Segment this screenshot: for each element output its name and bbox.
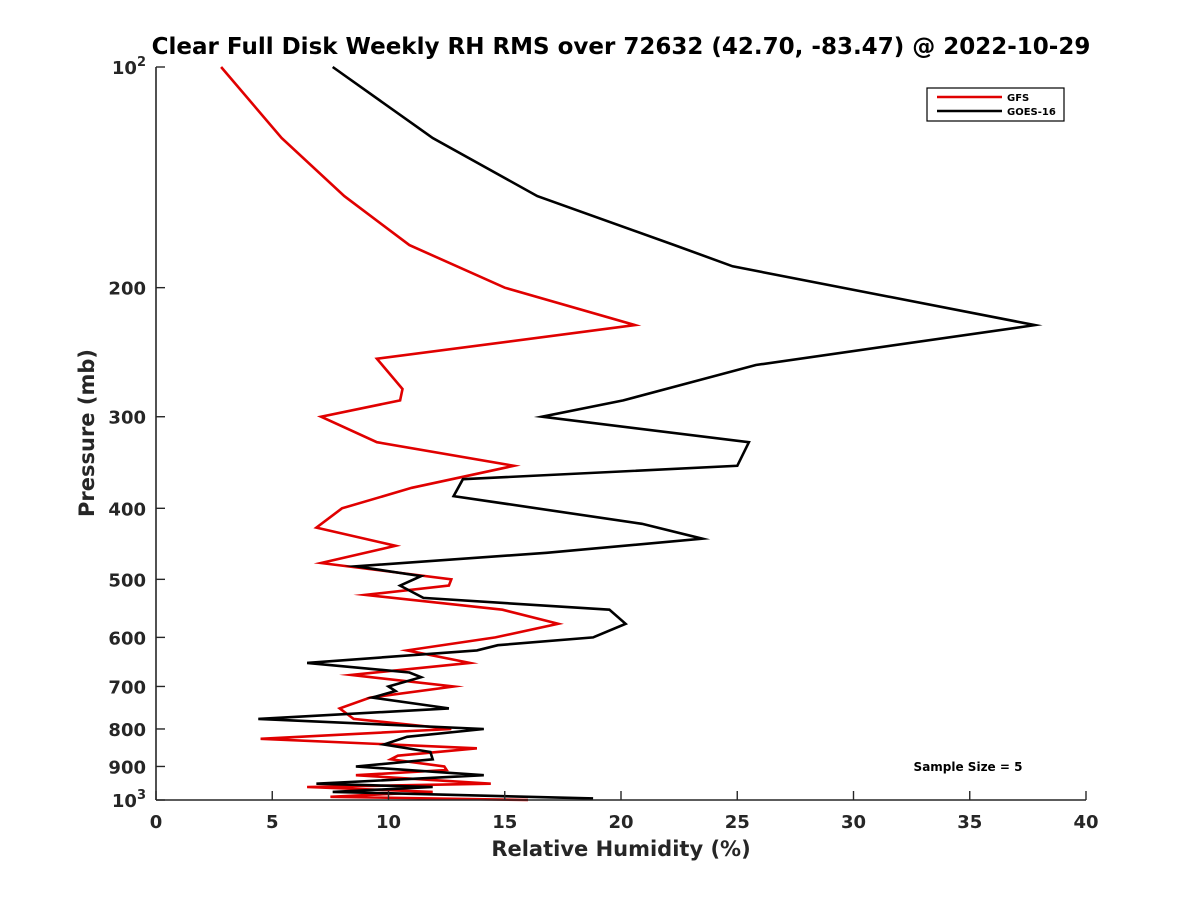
plot-area (156, 67, 1086, 800)
x-tick-label: 15 (492, 812, 517, 833)
x-tick-label: 40 (1073, 812, 1098, 833)
x-tick-label: 35 (957, 812, 982, 833)
x-tick-label: 25 (725, 812, 750, 833)
y-tick-label: 300 (108, 408, 146, 429)
legend-label: GFS (1007, 93, 1029, 104)
x-tick-label: 0 (150, 812, 163, 833)
x-axis-label: Relative Humidity (%) (491, 837, 750, 861)
y-tick-label: 900 (108, 757, 146, 778)
legend-label: GOES-16 (1007, 107, 1056, 118)
legend: GFS GOES-16 (927, 88, 1064, 121)
x-tick-label: 10 (376, 812, 401, 833)
x-tick-label: 5 (266, 812, 279, 833)
y-tick-label: 700 (108, 677, 146, 698)
chart-title: Clear Full Disk Weekly RH RMS over 72632… (152, 34, 1091, 60)
y-tick-label: 400 (108, 499, 146, 520)
y-tick-label: 800 (108, 720, 146, 741)
sample-size-annotation: Sample Size = 5 (914, 760, 1023, 774)
x-tick-label: 20 (608, 812, 633, 833)
y-tick-label: 200 (108, 279, 146, 300)
rh-rms-profile-chart: 0 5 10 15 20 25 30 35 40102200300400500600700800… (0, 0, 1200, 900)
y-tick-label: 600 (108, 628, 146, 649)
x-tick-label: 30 (841, 812, 866, 833)
y-tick-label: 500 (108, 570, 146, 591)
y-axis-label: Pressure (mb) (75, 349, 99, 517)
